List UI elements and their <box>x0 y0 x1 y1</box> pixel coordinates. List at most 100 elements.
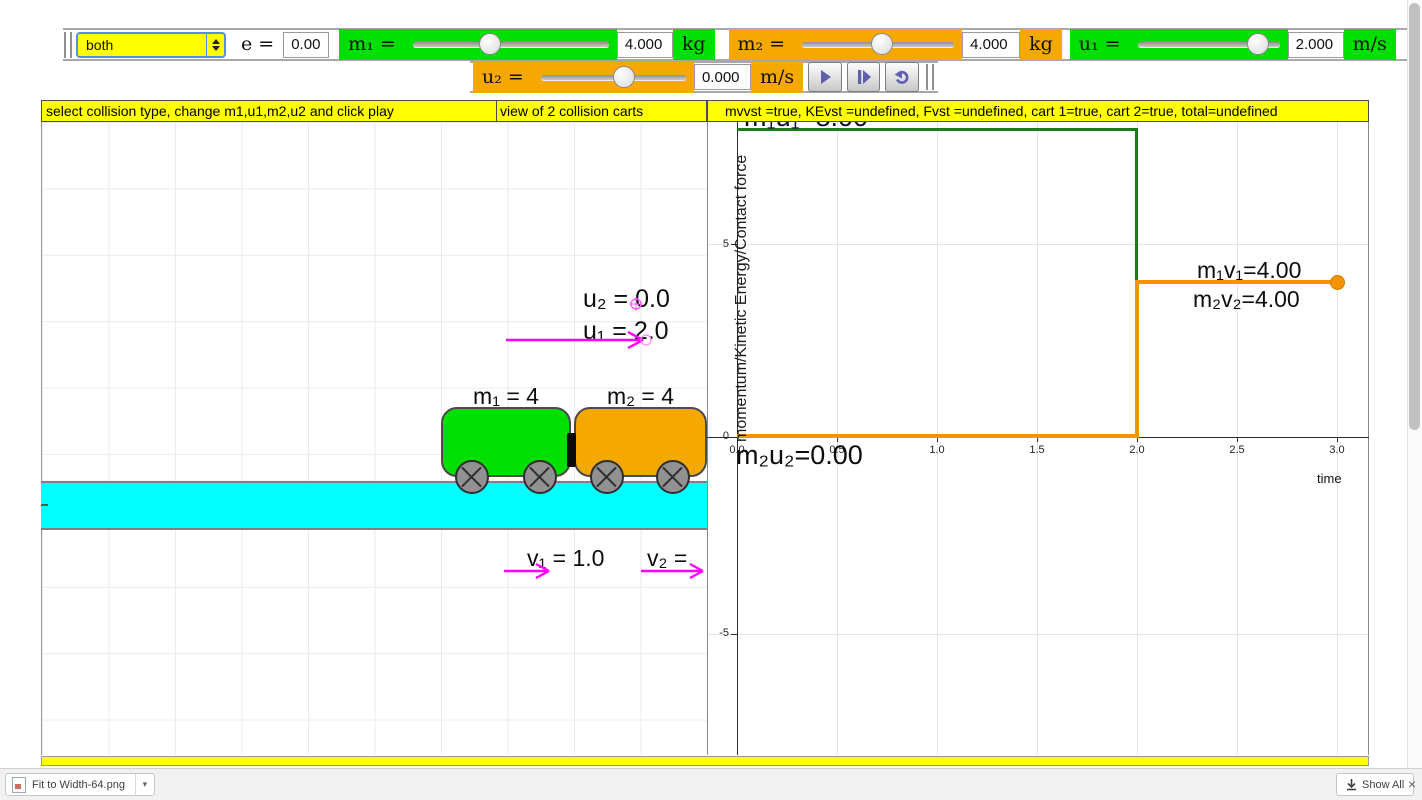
m1-unit-label: kg <box>672 29 715 60</box>
y-tick <box>731 437 737 438</box>
downloaded-file-chip[interactable]: Fit to Width-64.png ▾ <box>5 773 155 796</box>
cart-view-panel <box>41 122 707 755</box>
y-tick <box>731 634 737 635</box>
toolbar2-drag-handle[interactable] <box>926 64 935 90</box>
y-tick <box>731 244 737 245</box>
e-label: e = <box>241 33 275 55</box>
m1-value-input[interactable] <box>616 31 673 58</box>
x-tick <box>737 438 738 442</box>
u2-value-input[interactable] <box>693 64 751 90</box>
v2-velocity-arrow <box>641 562 704 580</box>
graph-status-text: mvvst =true, KEvst =undefined, Fvst =und… <box>725 103 1278 119</box>
toolbar-row-2: u₂ = m/s <box>470 61 938 93</box>
x-tick-label: 2.5 <box>1229 444 1245 456</box>
u2-slider-thumb[interactable] <box>613 65 636 88</box>
collision-type-value: both <box>86 36 114 53</box>
y-axis-title: momentum/Kinetic Energy/Contact force <box>733 154 750 442</box>
m1-slider-thumb[interactable] <box>479 33 501 55</box>
cart2-momentum-line <box>737 434 1137 438</box>
cart1-wheel-right <box>523 460 557 494</box>
downloaded-file-name: Fit to Width-64.png <box>32 778 125 791</box>
browser-download-bar: Fit to Width-64.png ▾ Show All × <box>0 768 1422 800</box>
m1-slider[interactable] <box>404 29 617 60</box>
cart-view-title-text: view of 2 collision carts <box>500 103 644 119</box>
png-file-icon <box>12 776 26 793</box>
gridline <box>708 244 1368 245</box>
dropdown-updown-arrows-icon[interactable] <box>206 33 224 56</box>
reset-button[interactable] <box>885 62 920 92</box>
play-icon <box>820 70 831 84</box>
x-tick <box>837 438 838 442</box>
m1v1-annotation: m₁v₁=4.00 <box>1197 257 1302 283</box>
u1-slider[interactable] <box>1129 29 1288 60</box>
m2-label: m₂ = <box>728 29 795 60</box>
u1-slider-thumb[interactable] <box>1246 33 1269 55</box>
cart2-wheel-right <box>656 460 690 494</box>
e-input[interactable] <box>283 31 330 58</box>
u1-slider-track <box>1137 42 1280 47</box>
instruction-text: select collision type, change m1,u1,m2,u… <box>46 103 394 119</box>
y-tick-label: 0 <box>722 430 729 442</box>
m2v2-annotation: m₂v₂=4.00 <box>1193 286 1300 312</box>
y-tick-label: -5 <box>719 627 729 639</box>
v1-velocity-arrow <box>504 562 550 580</box>
u1-label: u₁ = <box>1069 29 1130 60</box>
u1-value-input[interactable] <box>1287 31 1344 58</box>
step-button[interactable] <box>846 62 881 92</box>
x-tick-label: 1.0 <box>929 444 945 456</box>
play-button[interactable] <box>808 62 842 92</box>
instruction-bar: select collision type, change m1,u1,m2,u… <box>41 100 497 122</box>
momentum-graph-panel <box>707 122 1369 755</box>
chevron-down-icon[interactable]: ▾ <box>134 774 154 795</box>
m1-slider-track <box>412 42 609 47</box>
cart1-momentum-line <box>737 128 1137 131</box>
series-end-marker[interactable] <box>1330 275 1345 290</box>
close-download-bar-icon[interactable]: × <box>1407 776 1417 792</box>
x-tick-label: 0.0 <box>729 444 745 456</box>
toolbar-drag-handle[interactable] <box>64 31 72 58</box>
m2-unit-label: kg <box>1020 29 1062 60</box>
cart2-mass-label: m₂ = 4 <box>606 383 675 409</box>
cart2-momentum-line <box>1137 280 1338 284</box>
show-all-downloads-button[interactable]: Show All <box>1336 773 1415 796</box>
x-tick <box>1037 438 1038 442</box>
step-icon <box>857 70 871 84</box>
u2-label: u₂ = <box>473 61 533 93</box>
u2-slider[interactable] <box>532 61 694 93</box>
cart2-wheel-left <box>590 460 624 494</box>
cart1-momentum-line <box>1135 128 1138 283</box>
sim-bottom-strip <box>41 756 1369 766</box>
u2-drag-marker[interactable] <box>628 296 644 312</box>
gridline <box>708 634 1368 635</box>
x-tick-label: 3.0 <box>1329 444 1345 456</box>
show-all-label: Show All <box>1362 778 1405 791</box>
x-tick-label: 0.5 <box>829 444 845 456</box>
scrollbar-thumb[interactable] <box>1409 3 1420 430</box>
m2-slider[interactable] <box>794 29 963 60</box>
x-tick <box>937 438 938 442</box>
v2-velocity-label: v₂ = <box>647 545 688 571</box>
u2-velocity-label: u₂ = 0.0 <box>583 285 670 313</box>
cart1-wheel-left <box>455 460 489 494</box>
x-tick <box>1137 438 1138 442</box>
cart1-mass-label: m₁ = 4 <box>473 383 539 409</box>
u1-unit-label: m/s <box>1343 29 1396 60</box>
track-axis-tick <box>41 504 48 506</box>
x-axis-title: time <box>1317 471 1342 486</box>
download-icon <box>1347 778 1356 790</box>
graph-status-bar: mvvst =true, KEvst =undefined, Fvst =und… <box>707 100 1369 122</box>
x-tick-label: 1.5 <box>1029 444 1045 456</box>
collision-type-dropdown[interactable]: both <box>76 31 226 58</box>
y-tick-label: 5 <box>722 238 729 250</box>
toolbar-row-1: both e = m₁ = kg m₂ = kg u₁ = m/s <box>63 28 1410 61</box>
cart2-momentum-line <box>1135 280 1139 438</box>
m2-value-input[interactable] <box>962 31 1021 58</box>
cart-bumper <box>567 433 576 467</box>
u1-velocity-arrow[interactable] <box>504 330 654 350</box>
reset-icon <box>894 70 909 84</box>
x-tick <box>1237 438 1238 442</box>
cart-view-title-bar: view of 2 collision carts <box>496 100 707 122</box>
m2-slider-thumb[interactable] <box>871 33 894 55</box>
x-tick-label: 2.0 <box>1129 444 1145 456</box>
m2u2-annotation: m₂u₂=0.00 <box>736 440 863 470</box>
